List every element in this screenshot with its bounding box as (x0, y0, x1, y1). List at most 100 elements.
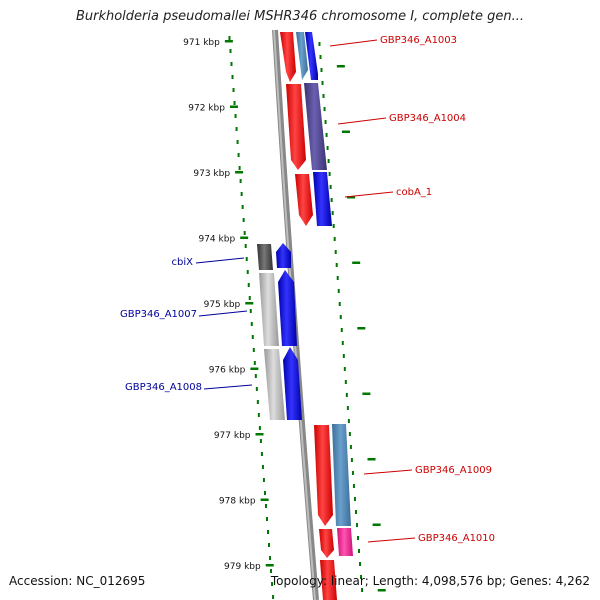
gene-feature-a1007[interactable] (259, 273, 279, 346)
gene-feature-a1008-reverse[interactable] (283, 347, 302, 420)
tick-mark-left (224, 40, 233, 43)
gene-feature-a1010-partner[interactable] (337, 528, 353, 556)
rail-dot-right (331, 211, 334, 215)
rail-dot-right (328, 172, 331, 176)
gene-label-coba1[interactable]: cobA_1 (396, 187, 432, 198)
rail-dot-left (236, 140, 239, 144)
gene-feature-a1009-partner[interactable] (332, 424, 351, 526)
gene-feature-a1007-reverse[interactable] (278, 270, 297, 346)
rail-dot-left (245, 257, 248, 261)
rail-dot-left (250, 322, 253, 326)
gene-feature-partial[interactable] (320, 560, 337, 600)
tick-mark-left (260, 498, 269, 501)
tick-label: 973 kbp (193, 169, 230, 179)
gene-label-cbix[interactable]: cbiX (172, 257, 194, 268)
tick-mark-right (372, 523, 381, 526)
rail-dot-left (238, 166, 241, 170)
tick-rails (228, 36, 364, 599)
leader-line-coba1 (344, 191, 394, 198)
rail-dot-left (234, 114, 237, 118)
tick-mark-right (341, 130, 350, 133)
gene-feature-a1008[interactable] (264, 349, 285, 420)
tick-mark-right (357, 327, 366, 330)
rail-dot-right (318, 42, 321, 46)
rail-dot-left (256, 400, 259, 404)
rail-dot-left (244, 244, 247, 248)
rail-dot-right (325, 133, 328, 137)
rail-dot-left (229, 49, 232, 53)
rail-dot-right (326, 146, 329, 150)
accession-text: Accession: NC_012695 (9, 574, 146, 588)
gene-feature-coba1-reverse[interactable] (313, 172, 332, 226)
gene-label-a1007[interactable]: GBP346_A1007 (120, 309, 197, 320)
rail-dot-right (323, 107, 326, 111)
gene-label-a1008[interactable]: GBP346_A1008 (125, 382, 202, 393)
rail-dot-right (348, 432, 351, 436)
rail-dot-left (262, 478, 265, 482)
tick-mark-left (229, 105, 238, 108)
rail-dot-left (246, 270, 249, 274)
gene-label-a1003[interactable]: GBP346_A1003 (380, 35, 457, 46)
tick-mark-right (362, 392, 371, 395)
tick-label: 978 kbp (219, 497, 256, 507)
gene-features (257, 32, 353, 600)
rail-dot-left (264, 504, 267, 508)
gene-feature-a1009[interactable] (314, 425, 333, 526)
rail-dot-right (351, 471, 354, 475)
rail-dot-left (231, 75, 234, 79)
rail-dot-left (260, 452, 263, 456)
map-title: Burkholderia pseudomallei MSHR346 chromo… (75, 9, 525, 24)
rail-dot-right (358, 549, 361, 553)
rail-dot-left (259, 439, 262, 443)
rail-dot-right (342, 354, 345, 358)
rail-dot-left (232, 88, 235, 92)
gene-feature-cbix[interactable] (257, 244, 273, 270)
rail-dot-right (343, 367, 346, 371)
tick-layer: 971 kbp 972 kbp 973 kbp 974 kbp 975 kbp 976 k… (183, 38, 386, 592)
tick-label: 972 kbp (188, 104, 225, 114)
gene-feature-a1003[interactable] (280, 32, 296, 82)
rail-dot-right (339, 315, 342, 319)
rail-dot-right (335, 263, 338, 267)
rail-dot-left (258, 426, 261, 430)
rail-dot-left (267, 530, 269, 534)
gene-label-a1009[interactable]: GBP346_A1009 (415, 465, 492, 476)
rail-dot-right (352, 484, 355, 488)
rail-dot-left (252, 348, 255, 352)
gene-feature-coba1[interactable] (295, 174, 313, 226)
rail-dot-left (257, 413, 260, 417)
rail-dot-left (228, 36, 231, 40)
gene-feature-a1004[interactable] (286, 84, 306, 170)
rail-dot-right (322, 94, 325, 98)
gene-feature-a1003-reverse[interactable] (305, 32, 318, 80)
tick-mark-left (235, 171, 244, 174)
gene-label-a1010[interactable]: GBP346_A1010 (418, 533, 495, 544)
rail-dot-right (346, 406, 349, 410)
leader-line-a1008 (203, 384, 253, 390)
leader-line-a1004 (337, 117, 387, 125)
gene-feature-a1003-partner[interactable] (296, 32, 308, 80)
rail-dot-right (340, 328, 343, 332)
rail-dot-left (233, 101, 236, 105)
rail-dot-right (337, 289, 340, 293)
rail-dot-right (327, 159, 330, 163)
tick-mark-right (336, 65, 345, 68)
genome-stats-text: Topology: linear; Length: 4,098,576 bp; … (270, 574, 590, 588)
gene-feature-cbix-reverse[interactable] (276, 243, 291, 268)
leader-line-a1010 (367, 537, 416, 543)
rail-dot-right (345, 393, 348, 397)
rail-dot-right (338, 302, 341, 306)
rail-dot-left (242, 218, 245, 222)
gene-label-a1004[interactable]: GBP346_A1004 (389, 113, 466, 124)
tick-mark-right (377, 589, 386, 592)
rail-dot-right (336, 276, 339, 280)
gene-feature-a1004-partner[interactable] (304, 83, 327, 170)
tick-label: 979 kbp (224, 562, 261, 572)
tick-mark-left (255, 433, 264, 436)
leader-line-cbix (195, 257, 245, 264)
rail-dot-right (332, 224, 335, 228)
rail-dot-left (243, 231, 246, 235)
gene-feature-a1010[interactable] (319, 529, 334, 558)
